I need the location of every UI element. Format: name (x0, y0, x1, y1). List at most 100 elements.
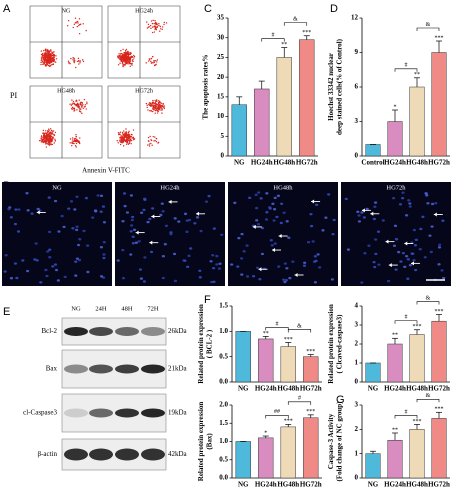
arrow-head (370, 211, 374, 216)
event-dot (129, 141, 131, 143)
event-dot (50, 142, 52, 144)
event-dot (52, 63, 55, 65)
event-dot (49, 57, 51, 59)
panel-label: G (336, 394, 345, 406)
nucleus (86, 270, 90, 274)
nucleus (403, 265, 407, 269)
event-dot (147, 23, 150, 26)
nucleus (193, 222, 197, 225)
nucleus (401, 196, 405, 200)
event-dot (44, 143, 47, 145)
event-dot (79, 62, 81, 64)
bracket (265, 327, 289, 331)
event-dot (151, 144, 153, 146)
significance-stars: *** (306, 349, 315, 355)
nucleus (279, 221, 283, 225)
y-tick-label: 35 (217, 14, 225, 22)
nucleus (94, 210, 98, 213)
event-dot (149, 135, 151, 138)
nucleus (14, 208, 18, 211)
event-dot (43, 132, 46, 135)
nucleus (130, 224, 134, 227)
nucleus (7, 207, 11, 211)
y-tick-label: 0.5 (219, 352, 228, 360)
nucleus (198, 269, 202, 273)
nucleus (148, 217, 152, 221)
significance-stars: * (264, 430, 267, 436)
nucleus (236, 265, 240, 268)
event-dot (163, 105, 166, 107)
event-dot (163, 107, 166, 110)
nucleus (404, 214, 409, 217)
event-dot (78, 24, 80, 27)
event-dot (43, 49, 45, 52)
nucleus (272, 219, 276, 222)
arrow-head (36, 210, 40, 215)
size-label: 21kDa (168, 365, 188, 373)
event-dot (50, 135, 53, 138)
event-dot (48, 137, 50, 139)
y-tick-label: 4 (355, 302, 359, 310)
event-dot (48, 133, 50, 135)
nucleus (30, 212, 34, 215)
event-dot (72, 100, 75, 103)
bracket (416, 301, 440, 305)
event-dot (74, 103, 76, 106)
nucleus (254, 193, 258, 197)
nucleus (48, 230, 52, 234)
event-dot (153, 22, 155, 25)
event-dot (53, 54, 56, 56)
event-dot (43, 136, 45, 139)
event-dot (55, 58, 58, 60)
y-axis-label: Related protein expression (197, 402, 205, 482)
event-dot (130, 143, 132, 145)
nucleus (265, 211, 269, 214)
event-dot (121, 60, 124, 63)
nucleus (177, 220, 181, 223)
nucleus (423, 256, 427, 259)
x-tick-label: HG24h (255, 481, 277, 489)
bar (280, 426, 296, 479)
nucleus (412, 259, 416, 262)
nucleus (413, 244, 418, 247)
event-dot (123, 64, 126, 66)
nucleus (186, 265, 190, 269)
bar (387, 440, 403, 479)
event-dot (129, 51, 131, 54)
event-dot (122, 53, 124, 55)
event-dot (127, 50, 129, 53)
nucleus (430, 202, 435, 206)
nucleus (363, 252, 367, 255)
bracket-label: # (405, 409, 408, 415)
event-dot (47, 130, 49, 132)
event-dot (125, 132, 127, 134)
event-dot (125, 53, 127, 55)
event-dot (70, 57, 72, 60)
event-dot (152, 106, 154, 109)
event-dot (161, 112, 163, 114)
event-dot (44, 50, 47, 52)
nucleus (282, 211, 286, 214)
event-dot (54, 138, 56, 140)
nucleus (173, 217, 177, 220)
nucleus (63, 275, 67, 279)
event-dot (159, 104, 161, 106)
nucleus (125, 211, 130, 214)
y-tick-label: 1.0 (219, 437, 228, 445)
nucleus (185, 230, 189, 234)
nucleus (209, 260, 213, 263)
event-dot (117, 56, 119, 59)
nucleus (394, 238, 399, 241)
event-dot (150, 104, 153, 107)
event-dot (125, 141, 127, 143)
nucleus (418, 248, 422, 251)
nucleus (160, 202, 164, 205)
event-dot (82, 60, 85, 63)
nucleus (182, 259, 186, 262)
nucleus (240, 257, 244, 260)
nucleus (161, 255, 165, 258)
event-dot (145, 102, 148, 105)
event-dot (40, 58, 43, 60)
nucleus (183, 212, 188, 216)
band (141, 327, 165, 336)
